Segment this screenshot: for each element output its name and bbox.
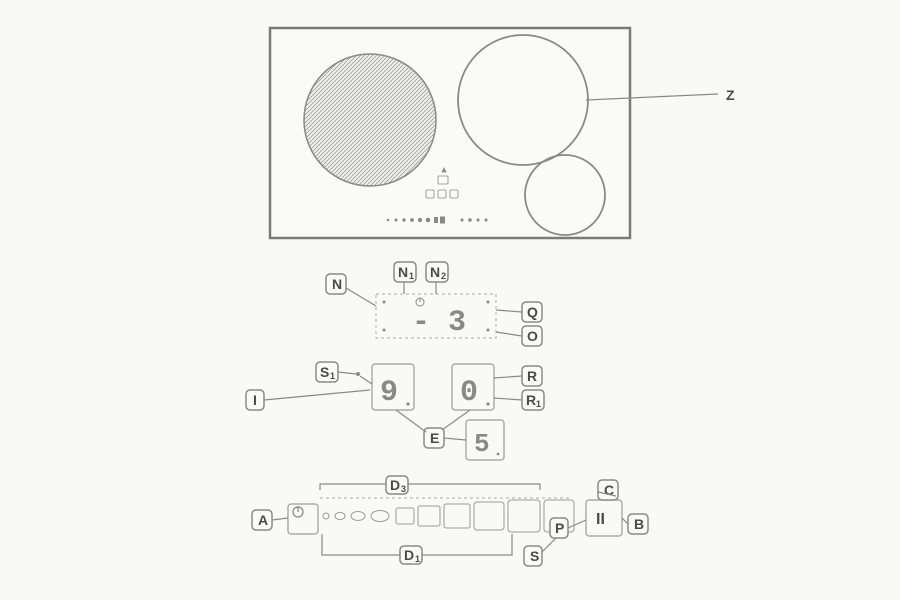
svg-text:1: 1 [330,371,335,381]
svg-text:E: E [430,430,439,446]
control-panel-diagram: - 3 N N1 N2 Q O 9 0 5 S1 I [246,262,648,566]
svg-text:R: R [527,368,537,384]
timer-display: - 3 [412,306,466,340]
svg-text:O: O [527,328,538,344]
svg-text:II: II [596,511,605,528]
svg-text:N: N [430,264,440,280]
cooktop-diagram: Z [270,28,735,238]
svg-text:P: P [555,520,564,536]
svg-text:1: 1 [409,271,414,281]
svg-text:1: 1 [415,554,420,564]
svg-text:S: S [320,364,329,380]
svg-text:D: D [404,547,414,563]
svg-text:I: I [253,392,257,408]
svg-text:R: R [526,392,536,408]
svg-text:D: D [390,477,400,493]
svg-text:2: 2 [441,271,446,281]
display-right: 0 [460,376,478,410]
power-slider[interactable] [323,500,574,532]
display-left: 9 [380,376,398,410]
svg-text:A: A [258,512,268,528]
svg-text:N: N [332,276,342,292]
svg-text:1: 1 [536,399,541,409]
svg-text:N: N [398,264,408,280]
svg-text:S: S [530,548,539,564]
svg-text:B: B [634,516,644,532]
display-bottom: 5 [474,429,490,459]
svg-text:3: 3 [401,484,406,494]
burner-left [304,54,436,186]
svg-text:Q: Q [527,304,538,320]
label-Z: Z [726,87,735,103]
